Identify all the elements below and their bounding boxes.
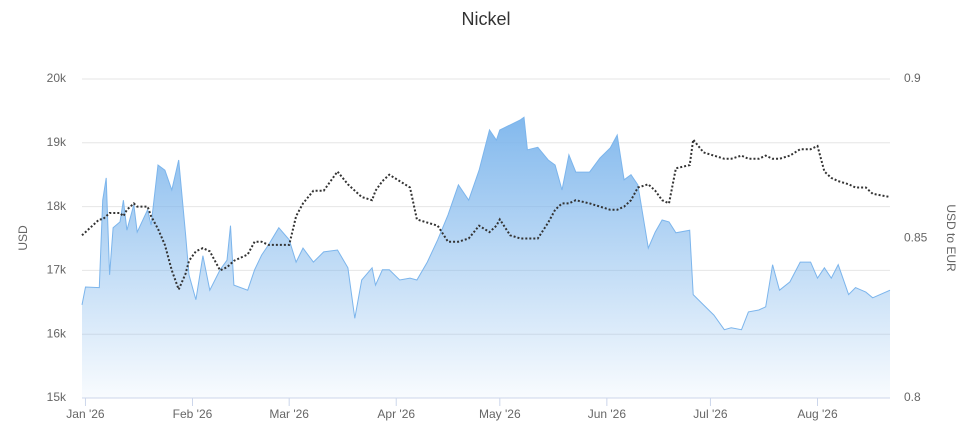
line	[81, 137, 891, 293]
y2-tick-label: 0.9	[904, 71, 921, 85]
x-tick-label: Jun '26	[588, 407, 627, 421]
y-tick-label: 20k	[47, 71, 67, 85]
y2-axis-title: USD to EUR	[944, 204, 958, 272]
x-tick-label: Mar '26	[269, 407, 309, 421]
y-tick-label: 18k	[47, 199, 67, 213]
x-tick-label: Apr '26	[377, 407, 415, 421]
x-tick-label: May '26	[479, 407, 521, 421]
area	[82, 117, 890, 399]
area-line	[81, 116, 891, 331]
x-tick-label: Jan '26	[66, 407, 105, 421]
y2-tick-label: 0.8	[904, 390, 921, 404]
y-tick-label: 17k	[47, 263, 67, 277]
x-tick-label: Jul '26	[693, 407, 728, 421]
x-tick-label: Feb '26	[173, 407, 213, 421]
chart-title: Nickel	[461, 9, 510, 29]
y-tick-label: 15k	[47, 390, 67, 404]
y2-tick-label: 0.85	[904, 231, 928, 245]
y-tick-label: 16k	[47, 326, 67, 340]
y-tick-label: 19k	[47, 135, 67, 149]
x-tick-label: Aug '26	[797, 407, 838, 421]
y-axis-title: USD	[16, 225, 30, 251]
